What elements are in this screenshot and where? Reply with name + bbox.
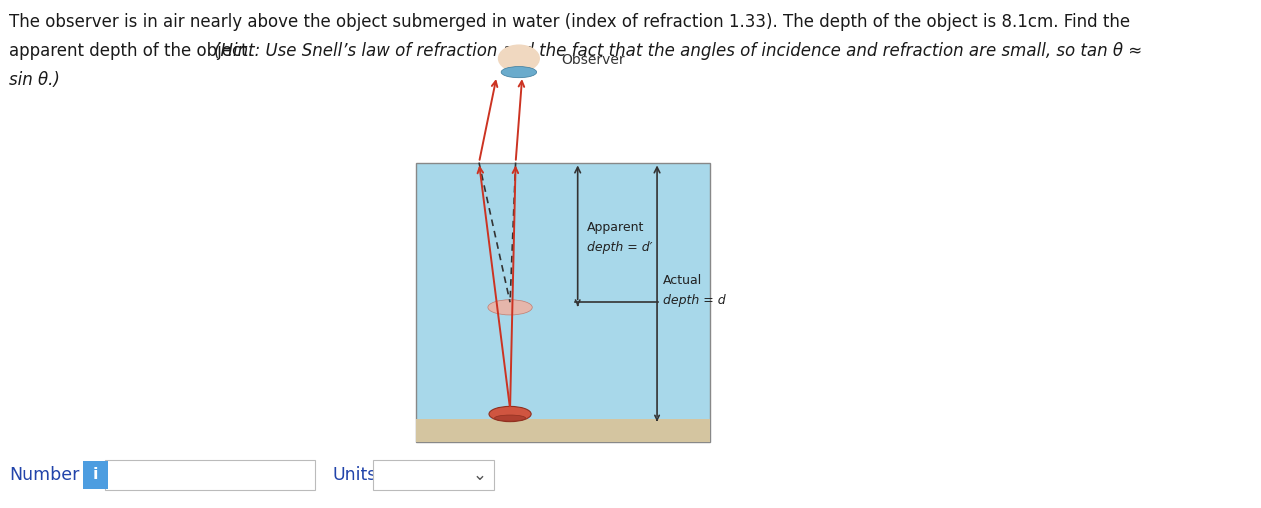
Text: (Hint: Use Snell’s law of refraction and the fact that the angles of incidence a: (Hint: Use Snell’s law of refraction and… [214, 42, 1142, 59]
Text: ⌄: ⌄ [473, 466, 487, 484]
Text: Observer: Observer [561, 53, 624, 67]
Text: Apparent: Apparent [586, 221, 644, 234]
Text: depth = d: depth = d [662, 295, 725, 307]
FancyBboxPatch shape [106, 460, 315, 490]
Text: sin θ.): sin θ.) [9, 71, 59, 89]
FancyBboxPatch shape [373, 460, 493, 490]
Text: Number: Number [9, 466, 79, 484]
Ellipse shape [501, 67, 537, 78]
Ellipse shape [498, 44, 540, 72]
Ellipse shape [489, 406, 531, 422]
FancyBboxPatch shape [83, 461, 107, 489]
Ellipse shape [488, 300, 532, 315]
Text: depth = d′: depth = d′ [586, 241, 652, 254]
Text: i: i [92, 467, 98, 483]
Text: The observer is in air nearly above the object submerged in water (index of refr: The observer is in air nearly above the … [9, 13, 1130, 30]
Bar [416, 419, 710, 442]
Ellipse shape [494, 415, 526, 421]
Text: Actual: Actual [662, 274, 702, 287]
Text: Units: Units [333, 466, 377, 484]
Text: apparent depth of the object.: apparent depth of the object. [9, 42, 259, 59]
Bar [416, 163, 710, 442]
